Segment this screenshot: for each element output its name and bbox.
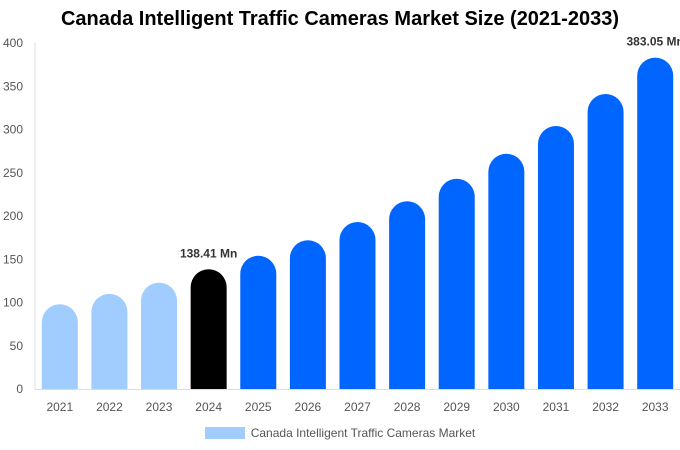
- x-tick-label: 2028: [394, 400, 421, 414]
- bar-2033: [637, 57, 674, 390]
- x-tick-label: 2029: [443, 400, 470, 414]
- bar-2022: [91, 293, 128, 389]
- bar-2029: [438, 178, 475, 389]
- bar-2025: [240, 255, 277, 389]
- x-tick-label: 2033: [642, 400, 669, 414]
- legend-label: Canada Intelligent Traffic Cameras Marke…: [250, 426, 476, 440]
- bar-2027: [339, 222, 376, 389]
- chart-title: Canada Intelligent Traffic Cameras Marke…: [60, 8, 619, 30]
- x-tick-label: 2022: [96, 400, 123, 414]
- y-tick-label: 150: [3, 252, 23, 266]
- x-tick-label: 2030: [493, 400, 520, 414]
- bar-2021: [41, 304, 78, 389]
- x-tick-label: 2031: [543, 400, 570, 414]
- bar-2023: [141, 282, 178, 389]
- x-tick-label: 2025: [245, 400, 272, 414]
- data-label: 383.05 Mn: [627, 35, 680, 49]
- x-tick-label: 2023: [146, 400, 173, 414]
- x-tick-label: 2032: [592, 400, 619, 414]
- y-tick-label: 0: [16, 382, 23, 396]
- bar-2032: [587, 94, 624, 389]
- y-tick-label: 350: [3, 79, 23, 93]
- legend: Canada Intelligent Traffic Cameras Marke…: [0, 426, 680, 440]
- y-tick-label: 250: [3, 166, 23, 180]
- bar-2028: [389, 201, 426, 389]
- bar-2031: [537, 126, 574, 390]
- x-tick-label: 2027: [344, 400, 371, 414]
- x-tick-label: 2021: [46, 400, 73, 414]
- legend-swatch: [204, 427, 245, 439]
- bar-2024: [190, 269, 227, 389]
- data-label: 138.41 Mn: [180, 246, 237, 260]
- y-tick-label: 200: [3, 209, 23, 223]
- x-tick-label: 2024: [195, 400, 222, 414]
- x-tick-label: 2026: [295, 400, 322, 414]
- bar-2030: [488, 153, 525, 389]
- y-tick-label: 100: [3, 296, 23, 310]
- bar-2026: [289, 240, 326, 389]
- y-tick-label: 50: [10, 339, 24, 353]
- y-tick-label: 300: [3, 123, 23, 137]
- y-tick-label: 400: [3, 36, 23, 50]
